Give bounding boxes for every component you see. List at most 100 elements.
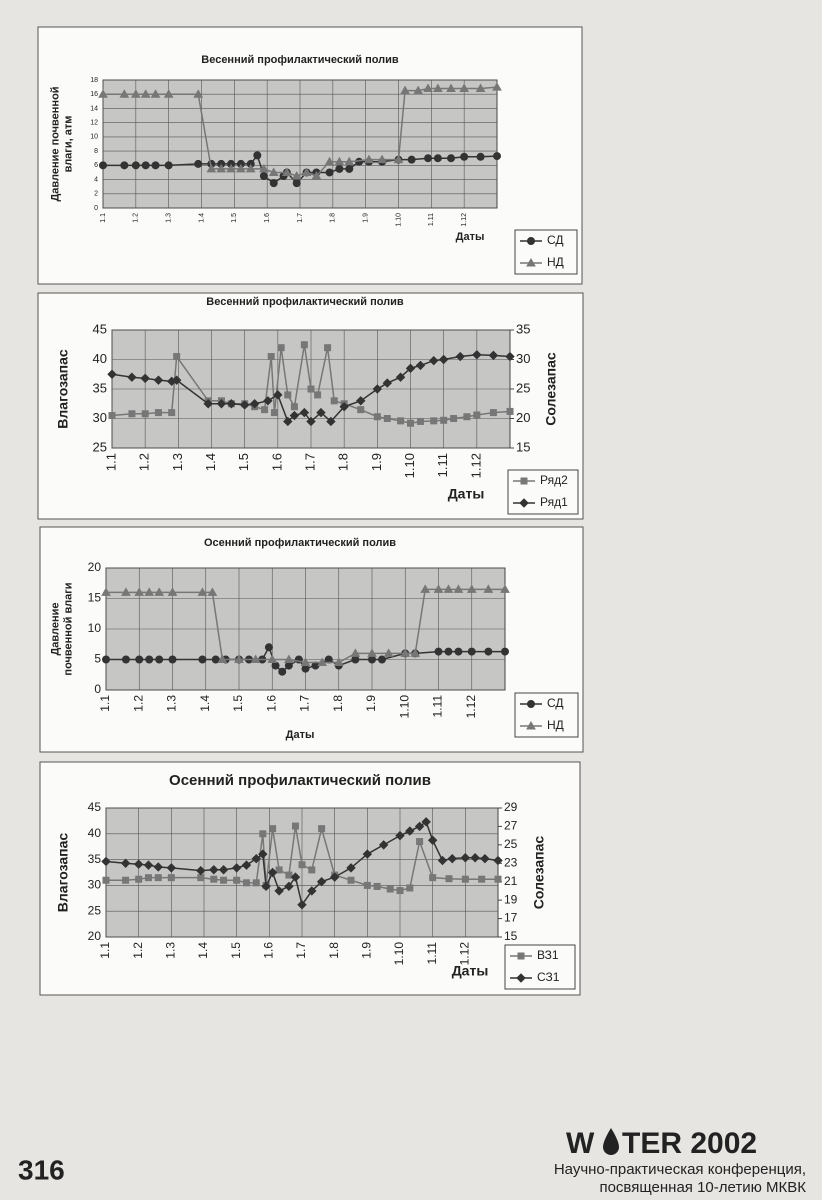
x-tick-label: 1.2 [131,942,145,959]
y2-tick-label: 27 [504,819,518,833]
marker [493,152,501,161]
y-tick-label: 0 [94,682,101,696]
marker [483,584,494,593]
marker [277,344,285,352]
marker [196,865,206,876]
y-tick-label: 30 [88,878,102,892]
x-tick-label: 1.4 [196,942,210,959]
marker [437,855,448,866]
marker [211,655,220,664]
marker [405,363,416,374]
marker [301,664,310,673]
marker [484,647,493,656]
marker [463,413,471,421]
marker [253,151,262,160]
marker [226,163,236,173]
marker [299,407,310,418]
legend-label: НД [547,255,564,269]
marker [506,407,514,415]
marker [453,584,464,593]
x-tick-label: 1.1 [103,453,118,471]
marker [330,397,338,405]
marker [416,838,424,846]
marker [413,85,424,95]
marker [143,860,154,870]
marker [102,876,110,884]
y-tick-label: 10 [88,621,102,635]
marker [307,886,317,896]
marker [397,417,405,425]
marker [207,587,218,596]
x-tick-label: 1.1 [100,213,107,223]
marker [285,871,293,879]
marker [489,409,497,417]
marker [460,152,469,161]
x-tick-label: 1.4 [203,453,218,471]
marker [443,584,454,593]
x-tick-label: 1.11 [435,453,450,477]
x-tick-label: 1.8 [336,453,351,471]
marker [141,161,150,170]
marker [410,648,421,657]
marker [140,89,151,98]
marker [144,587,155,596]
x-tick-label: 1.3 [164,942,178,959]
marker [314,391,322,399]
legend-label: СД [547,233,564,247]
marker [434,647,443,656]
marker [447,853,457,864]
x-tick-label: 1.2 [137,453,152,471]
marker [267,654,278,663]
marker [421,817,431,827]
x-tick-label: 1.3 [166,213,173,223]
marker [356,396,366,406]
marker [154,409,162,417]
y-axis-label: почвенной влаги [62,582,74,675]
legend-marker [527,700,535,708]
marker [259,830,267,838]
x-tick-label: 1.12 [461,213,468,227]
marker [133,859,144,869]
y2-tick-label: 30 [516,351,530,366]
y-tick-label: 40 [88,826,102,840]
x-tick-label: 1.4 [198,695,212,712]
marker [167,587,178,596]
marker [346,863,356,873]
y2-axis-label: Солезапас [531,836,547,910]
marker [333,657,344,667]
x-tick-label: 1.11 [428,213,435,226]
y2-axis-label: Солезапас [543,352,559,426]
x-tick-label: 1.6 [262,942,276,959]
legend-box [514,692,579,738]
marker [134,587,145,596]
y-tick-label: 5 [94,652,101,666]
y2-tick-label: 25 [516,380,530,395]
marker [378,840,389,850]
marker [386,885,394,893]
marker [325,168,334,177]
x-tick-label: 1.1 [98,695,112,712]
marker [351,655,360,664]
marker [168,409,176,417]
x-tick-label: 1.4 [198,213,205,223]
marker [406,884,414,892]
marker [241,860,252,870]
marker [396,887,404,895]
marker [455,351,465,362]
x-tick-label: 1.3 [170,453,185,471]
marker [316,407,326,418]
marker [400,648,411,657]
y2-tick-label: 17 [504,911,518,925]
marker [423,83,433,93]
x-axis-label: Даты [448,486,485,502]
marker [271,661,280,670]
marker [475,83,486,93]
marker [373,882,381,890]
marker [382,378,392,388]
y-tick-label: 40 [93,351,107,366]
marker [300,657,311,667]
marker [275,866,283,874]
y2-tick-label: 15 [516,439,530,454]
marker [500,584,510,593]
